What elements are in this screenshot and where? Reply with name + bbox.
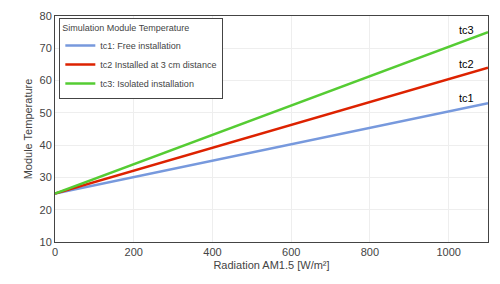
svg-text:400: 400	[203, 246, 221, 258]
svg-text:tc2: tc2	[459, 58, 474, 70]
svg-text:Simulation Module Temperature: Simulation Module Temperature	[62, 23, 189, 33]
svg-text:30: 30	[40, 171, 52, 183]
svg-text:tc1: tc1	[459, 92, 474, 104]
svg-text:10: 10	[40, 236, 52, 248]
svg-text:tc3: tc3	[459, 24, 474, 36]
svg-text:600: 600	[282, 246, 300, 258]
svg-text:0: 0	[52, 246, 58, 258]
svg-text:tc3: Isolated installation: tc3: Isolated installation	[100, 79, 194, 89]
svg-text:70: 70	[40, 42, 52, 54]
svg-text:60: 60	[40, 74, 52, 86]
svg-text:Radiation AM1.5 [W/m²]: Radiation AM1.5 [W/m²]	[213, 259, 329, 271]
svg-text:tc2 Installed at 3 cm distance: tc2 Installed at 3 cm distance	[100, 60, 216, 70]
svg-text:50: 50	[40, 107, 52, 119]
svg-text:200: 200	[125, 246, 143, 258]
svg-text:1000: 1000	[436, 246, 460, 258]
svg-text:Module Temperature: Module Temperature	[22, 79, 34, 180]
svg-text:40: 40	[40, 139, 52, 151]
svg-text:20: 20	[40, 204, 52, 216]
svg-text:80: 80	[40, 10, 52, 22]
svg-text:tc1: Free installation: tc1: Free installation	[100, 41, 181, 51]
svg-text:800: 800	[361, 246, 379, 258]
